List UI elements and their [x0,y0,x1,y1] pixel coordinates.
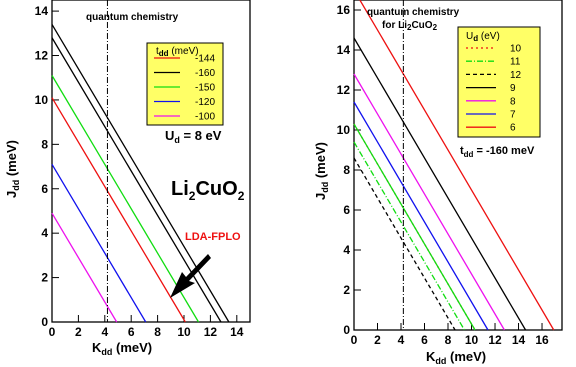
y-tick-label-7: 14 [35,4,49,18]
x-tick-label-3: 6 [421,333,428,347]
right-legend-box [457,26,541,138]
x-tick-label-5: 10 [177,325,191,339]
extra-line-0 [353,123,476,331]
y-tick-label-5: 10 [35,93,49,107]
left-y-axis-label: Jdd (meV) [4,140,21,198]
y-tick-label-4: 8 [41,137,48,151]
x-tick-label-1: 2 [75,325,82,339]
series-line-4 [51,212,118,323]
y-tick-label-7: 14 [337,43,351,57]
x-tick-label-2: 4 [101,325,108,339]
series-line-2 [51,75,200,323]
right-tdd-annotation: tdd = -160 meV [460,145,535,159]
left-quantum-chemistry-label: quantum chemistry [86,12,179,23]
left-plot-frame [51,0,251,323]
left-lda-fplo-arrow [170,254,211,298]
series-line-3 [353,37,527,331]
y-tick-label-2: 4 [343,243,350,257]
legend-label-5: 7 [510,110,516,121]
y-tick-label-5: 10 [337,123,351,137]
legend-label-6: 6 [510,123,516,134]
left-x-axis-label: Kdd (meV) [92,340,152,357]
extra-line-0 [51,24,230,323]
x-tick-label-6: 12 [204,325,218,339]
x-tick-label-1: 2 [374,333,381,347]
right-chart-panel: 0 2 4 6 8 10 12 14 16 0 2 4 6 8 10 12 14 16 quantum chemi… [313,0,563,366]
left-lda-fplo-label: LDA-FPLO [185,231,241,243]
right-quantum-chemistry-label: quantum chemistry [367,7,460,18]
x-tick-label-8: 16 [535,333,549,347]
y-tick-label-3: 6 [343,203,350,217]
right-legend: Ud (eV) 10 11 12 9 8 7 6 [457,26,541,138]
right-plot-frame [353,0,563,331]
right-y-axis-label: Jdd (meV) [313,142,330,200]
right-ticks: 0 2 4 6 8 10 12 14 16 0 2 4 6 8 10 12 14 16 [337,3,549,347]
left-ticks: 0 2 4 6 8 10 12 14 0 2 4 6 8 10 12 14 [35,4,244,339]
x-tick-label-2: 4 [398,333,405,347]
y-tick-label-3: 6 [41,182,48,196]
series-line-5 [353,101,489,331]
x-tick-label-0: 0 [351,333,358,347]
x-tick-label-4: 8 [154,325,161,339]
legend-label-0: -144 [195,54,215,65]
left-legend: tdd (meV) -144 -160 -150 -120 -100 [146,42,224,126]
legend-label-1: -160 [195,68,215,79]
series-line-1 [353,141,466,331]
y-tick-label-4: 8 [343,163,350,177]
left-ud-annotation: Ud = 8 eV [165,128,222,145]
legend-label-2: 12 [510,70,522,81]
x-tick-label-5: 10 [465,333,479,347]
legend-label-3: 9 [510,83,516,94]
x-tick-label-7: 14 [230,325,244,339]
series-line-4 [353,73,505,331]
legend-label-4: -100 [195,112,215,123]
legend-label-1: 11 [510,57,521,68]
x-tick-label-0: 0 [49,325,56,339]
y-tick-label-6: 12 [35,49,49,63]
right-quantum-chemistry-label2: for Li2CuO2 [382,20,438,32]
y-tick-label-0: 0 [41,315,48,329]
series-line-3 [51,163,147,323]
x-tick-label-6: 12 [488,333,502,347]
left-legend-box [146,42,224,126]
right-x-axis-label: Kdd (meV) [426,349,486,366]
legend-label-4: 8 [510,96,516,107]
legend-label-2: -150 [195,83,215,94]
series-line-2 [353,157,456,331]
x-tick-label-7: 14 [512,333,526,347]
y-tick-label-2: 4 [41,226,48,240]
legend-label-3: -120 [195,97,215,108]
y-tick-label-1: 2 [41,271,48,285]
series-line-6 [359,0,555,331]
left-legend-title: tdd (meV) [156,46,199,58]
left-chart-panel: 0 2 4 6 8 10 12 14 0 2 4 6 8 10 12 14 quantum chemistry… [4,0,251,357]
y-tick-label-1: 2 [343,283,350,297]
x-tick-label-3: 6 [128,325,135,339]
x-tick-label-4: 8 [445,333,452,347]
y-tick-label-8: 16 [337,3,351,17]
right-series-lines [353,0,555,331]
right-legend-title: Ud (eV) [466,31,500,43]
legend-label-0: 10 [510,44,522,55]
left-compound-label: Li2CuO2 [171,178,245,203]
y-tick-label-0: 0 [343,323,350,337]
series-line-0 [51,97,186,323]
y-tick-label-6: 12 [337,83,351,97]
